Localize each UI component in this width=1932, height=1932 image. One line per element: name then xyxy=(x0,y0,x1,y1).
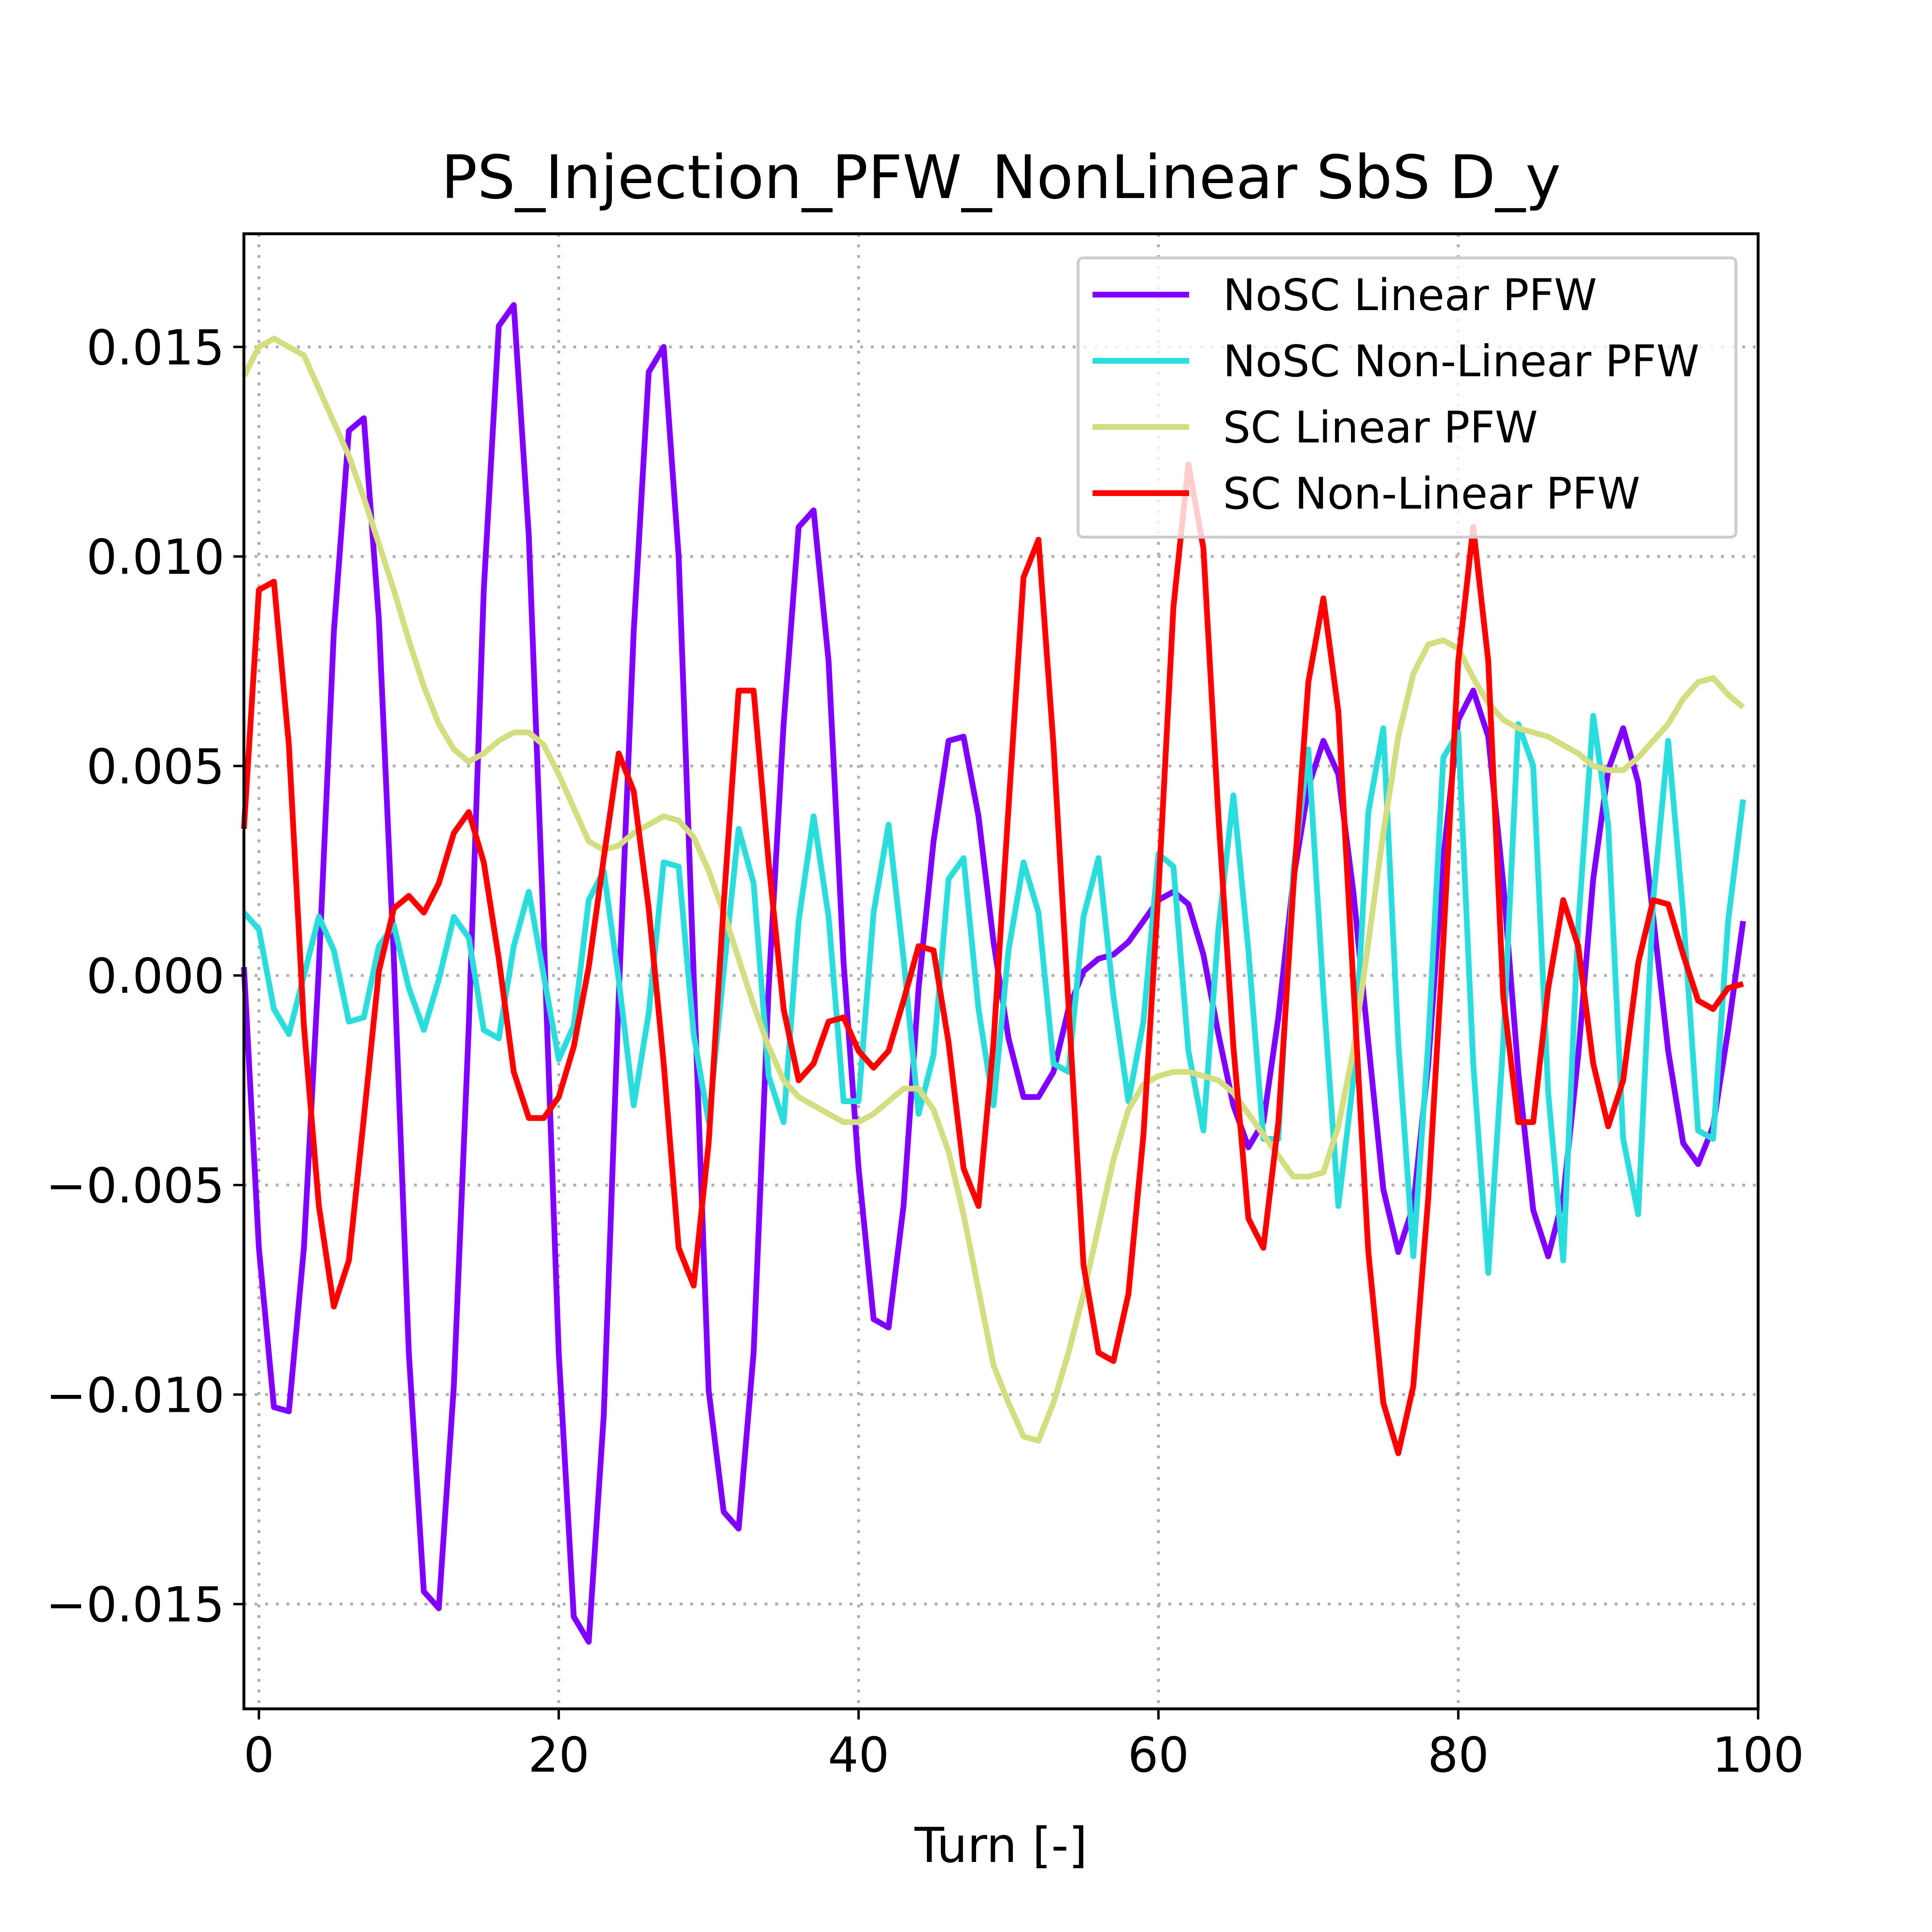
chart-title: PS_Injection_PFW_NonLinear SbS D_y xyxy=(441,143,1561,213)
plot-area-frame xyxy=(242,232,1760,1710)
y-tick-label: −0.015 xyxy=(46,1577,225,1633)
series-line xyxy=(241,461,1744,1456)
y-tick-label: −0.005 xyxy=(46,1157,225,1214)
x-tick-label: 0 xyxy=(243,1727,274,1783)
x-axis-label: Turn [-] xyxy=(914,1817,1088,1874)
x-tick-label: 40 xyxy=(828,1727,889,1783)
legend-label: SC Linear PFW xyxy=(1223,402,1538,453)
legend-box xyxy=(1077,256,1737,539)
y-tick-label: −0.010 xyxy=(46,1367,225,1423)
legend: NoSC Linear PFW NoSC Non-Linear PFW SC Lin… xyxy=(1077,256,1737,539)
x-tick-label: 100 xyxy=(1712,1727,1804,1783)
series-lines xyxy=(241,302,1746,1645)
x-tick-label: 60 xyxy=(1128,1727,1189,1783)
y-tick-label: 0.000 xyxy=(86,948,225,1005)
legend-label: SC Non-Linear PFW xyxy=(1223,469,1640,519)
x-tick-label: 80 xyxy=(1428,1727,1489,1783)
y-tick-label: 0.015 xyxy=(86,319,225,376)
axis-ticks: 0 20 40 60 80 100 0.015 0.010 0.005 0.000 −0.005 −0… xyxy=(46,319,1804,1783)
y-tick-label: 0.010 xyxy=(86,529,225,585)
series-line xyxy=(242,712,1746,1276)
legend-label: NoSC Linear PFW xyxy=(1223,270,1597,321)
x-tick-label: 20 xyxy=(528,1727,589,1783)
y-tick-label: 0.005 xyxy=(86,739,225,795)
legend-label: NoSC Non-Linear PFW xyxy=(1223,336,1699,387)
